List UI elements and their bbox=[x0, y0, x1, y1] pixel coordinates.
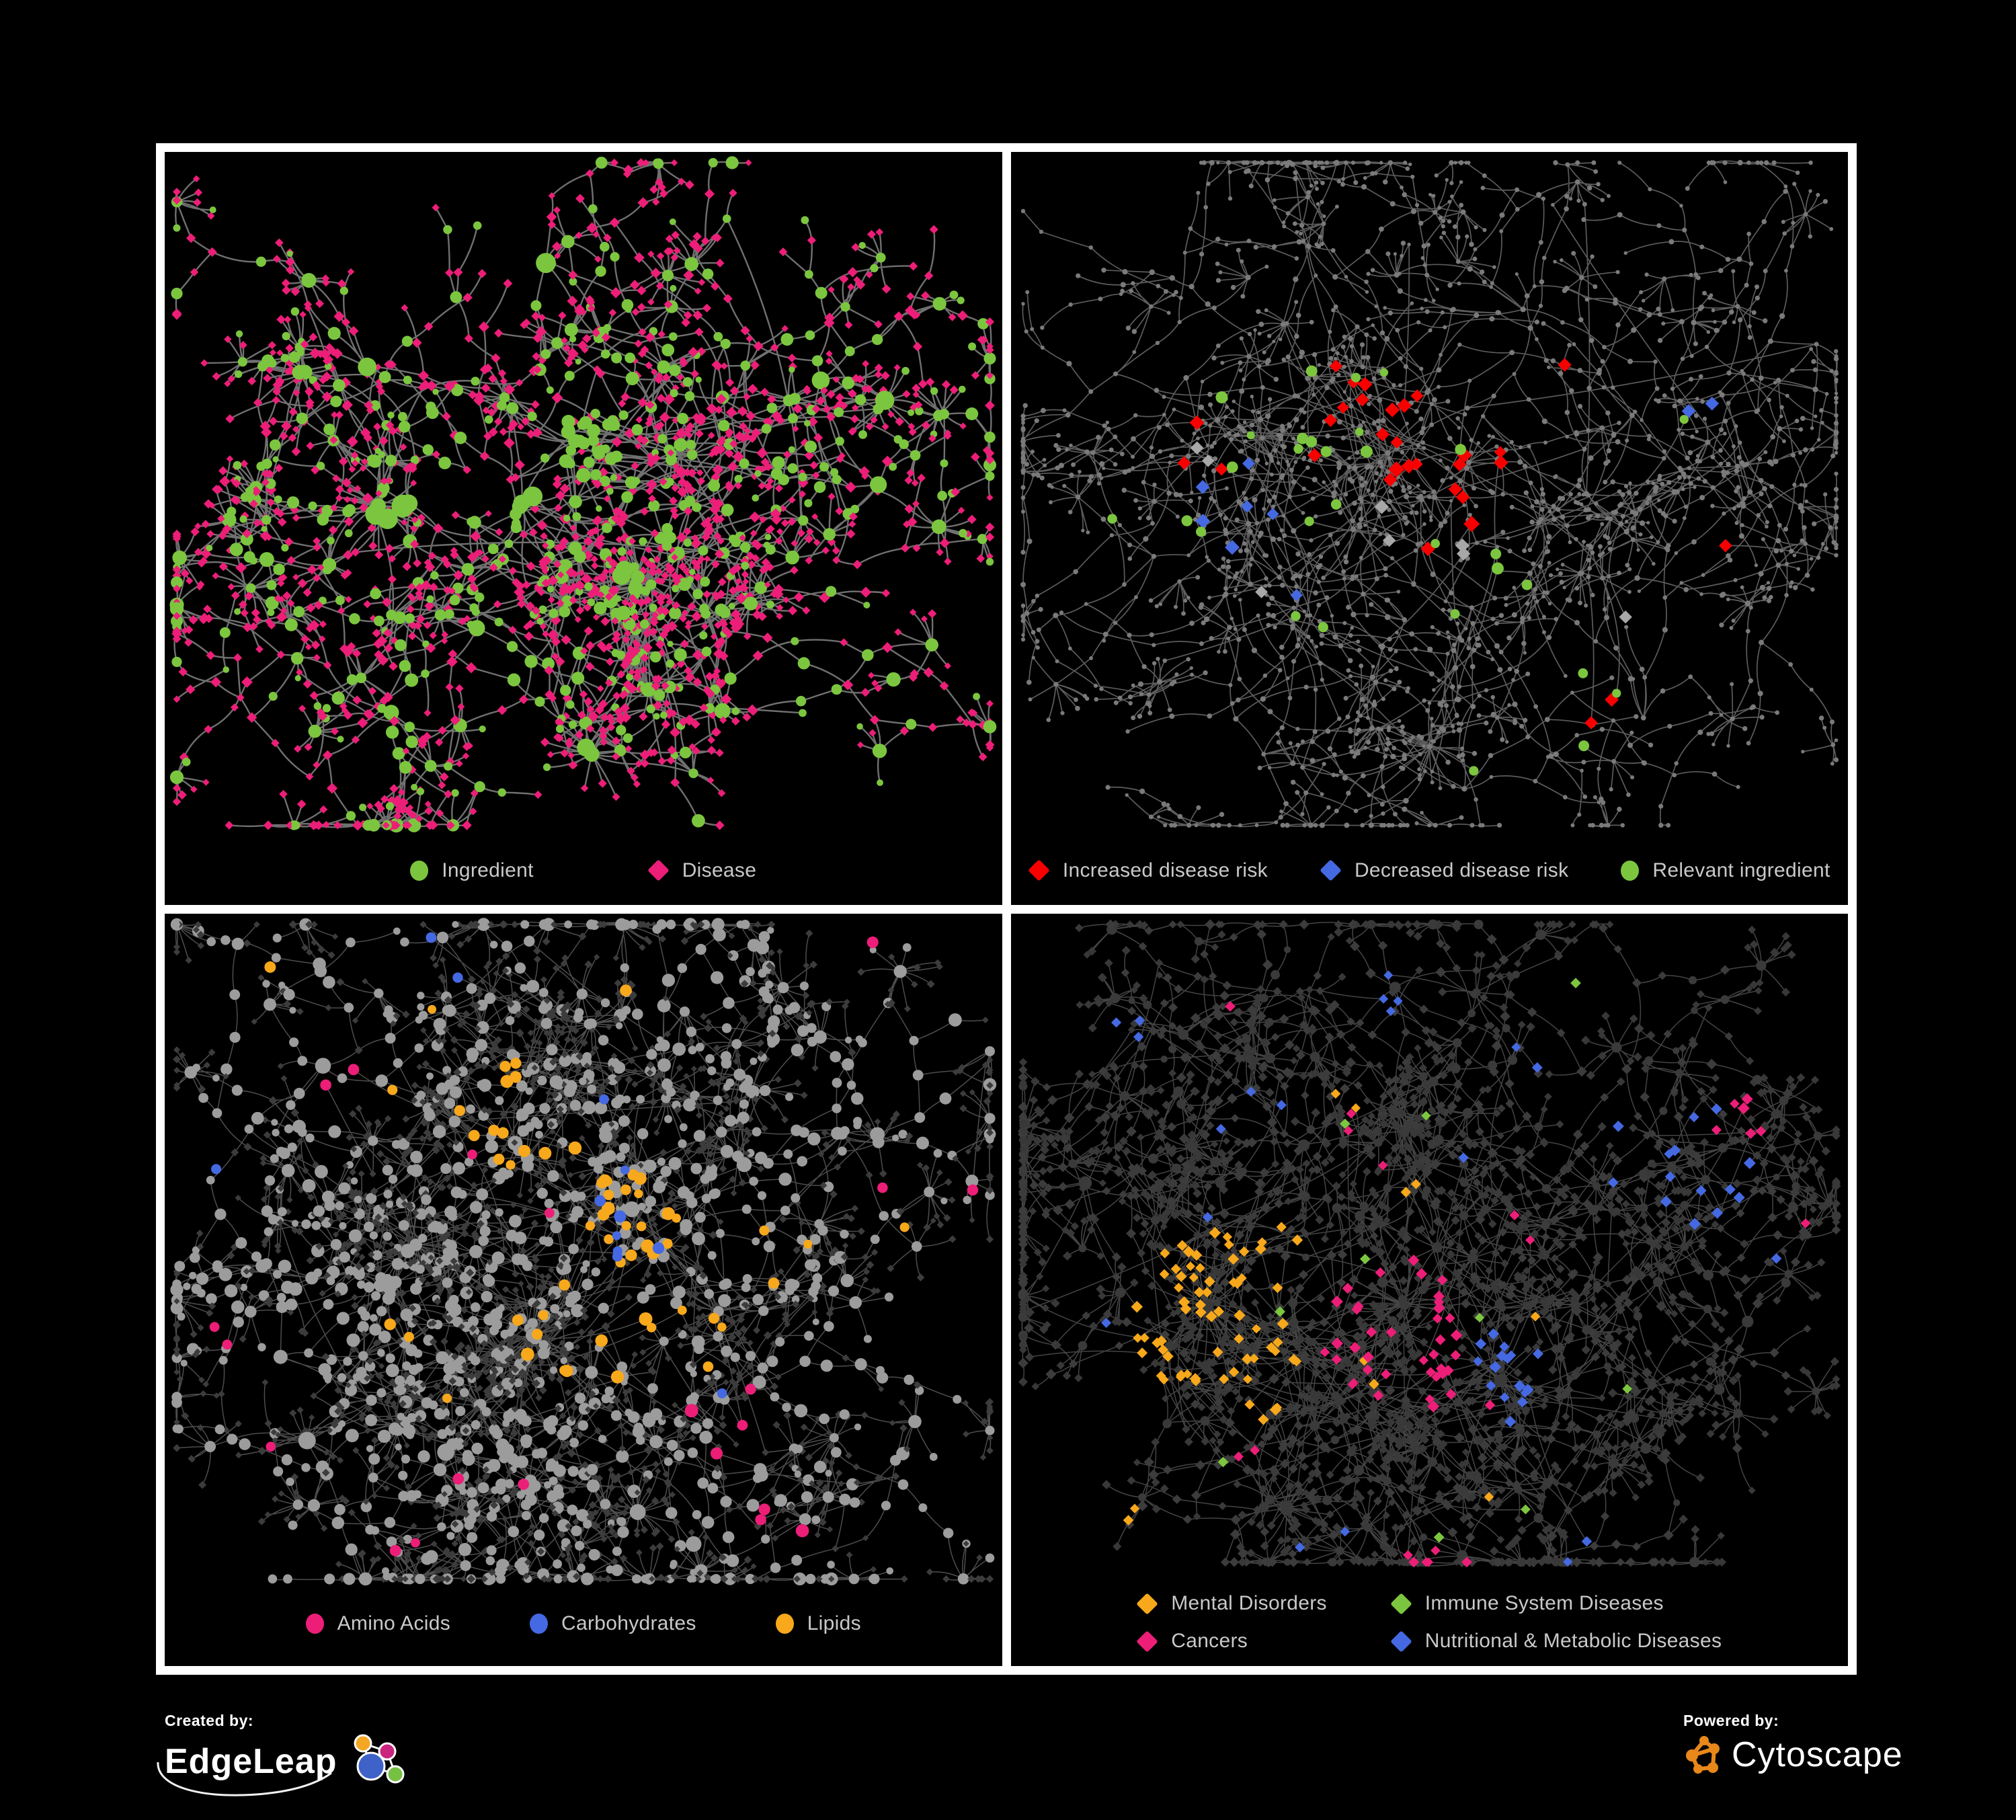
legend-item-disease-risk-0: Increased disease risk bbox=[1028, 859, 1268, 882]
circle-marker-icon bbox=[305, 1614, 324, 1634]
panel-ingredient-disease: Ingredient Disease bbox=[165, 152, 1002, 905]
legend-label: Increased disease risk bbox=[1062, 859, 1268, 881]
cytoscape-wordmark: Cytoscape bbox=[1732, 1735, 1903, 1774]
legend-item-nutrient-classes-1: Carbohydrates bbox=[530, 1612, 696, 1635]
legend-item-disease-risk-2: Relevant ingredient bbox=[1621, 859, 1830, 882]
powered-by-label: Powered by: bbox=[1683, 1712, 1779, 1729]
legend-label: Decreased disease risk bbox=[1354, 859, 1569, 881]
circle-marker-icon bbox=[530, 1614, 548, 1634]
legend-label: Disease bbox=[682, 859, 757, 881]
legend-item-ingredient-disease-1: Disease bbox=[647, 859, 757, 882]
legend-disease-categories: Mental Disorders Immune System Diseases Ca… bbox=[1136, 1592, 1722, 1653]
legend-item-disease-categories-1: Immune System Diseases bbox=[1390, 1592, 1722, 1615]
circle-marker-icon bbox=[410, 860, 429, 881]
figure-frame: Ingredient Disease Increased disease risk… bbox=[156, 143, 1857, 1675]
legend-item-nutrient-classes-0: Amino Acids bbox=[305, 1612, 450, 1635]
legend-label: Cancers bbox=[1171, 1630, 1248, 1652]
legend-label: Mental Disorders bbox=[1171, 1592, 1327, 1614]
legend-label: Lipids bbox=[807, 1612, 861, 1634]
diamond-marker-icon bbox=[647, 859, 670, 881]
diamond-marker-icon bbox=[1390, 1592, 1412, 1615]
circle-marker-icon bbox=[1621, 860, 1640, 881]
legend-item-disease-categories-0: Mental Disorders bbox=[1136, 1592, 1327, 1615]
legend-label: Relevant ingredient bbox=[1652, 859, 1830, 881]
legend-item-disease-categories-2: Cancers bbox=[1136, 1630, 1327, 1653]
legend-label: Nutritional & Metabolic Diseases bbox=[1424, 1630, 1722, 1652]
legend-label: Immune System Diseases bbox=[1424, 1592, 1664, 1614]
diamond-marker-icon bbox=[1320, 859, 1342, 881]
legend-disease-risk: Increased disease risk Decreased disease … bbox=[1011, 859, 1849, 882]
diamond-marker-icon bbox=[1136, 1592, 1159, 1615]
cytoscape-credit: Powered by: Cytoscape bbox=[1683, 1712, 1903, 1776]
legend-nutrient-classes: Amino Acids Carbohydrates Lipids bbox=[165, 1612, 1002, 1635]
edgeleap-credit: Created by: EdgeLeap bbox=[157, 1712, 410, 1796]
network-disease-risk bbox=[1020, 159, 1839, 828]
diamond-marker-icon bbox=[1136, 1630, 1159, 1653]
edgeleap-logo-icon bbox=[354, 1734, 404, 1784]
panel-nutrient-classes: Amino Acids Carbohydrates Lipids bbox=[165, 913, 1002, 1666]
legend-item-disease-risk-1: Decreased disease risk bbox=[1320, 859, 1568, 882]
legend-label: Ingredient bbox=[442, 859, 534, 881]
legend-item-disease-categories-3: Nutritional & Metabolic Diseases bbox=[1390, 1630, 1722, 1653]
diamond-marker-icon bbox=[1028, 859, 1050, 881]
panel-disease-categories: Mental Disorders Immune System Diseases Ca… bbox=[1010, 913, 1848, 1666]
network-nutrient-classes bbox=[170, 917, 997, 1585]
circle-marker-icon bbox=[775, 1614, 794, 1634]
panel-disease-risk: Increased disease risk Decreased disease … bbox=[1010, 152, 1849, 905]
cytoscape-icon bbox=[1686, 1736, 1720, 1774]
legend-label: Amino Acids bbox=[337, 1612, 450, 1634]
network-disease-categories bbox=[1017, 918, 1841, 1567]
legend-item-ingredient-disease-0: Ingredient bbox=[410, 859, 533, 882]
legend-item-nutrient-classes-2: Lipids bbox=[775, 1612, 861, 1635]
created-by-label: Created by: bbox=[165, 1712, 254, 1729]
diamond-marker-icon bbox=[1390, 1630, 1412, 1653]
edgeleap-wordmark: EdgeLeap bbox=[165, 1742, 337, 1781]
legend-ingredient-disease: Ingredient Disease bbox=[165, 859, 1002, 882]
legend-label: Carbohydrates bbox=[561, 1612, 696, 1634]
network-ingredient-disease bbox=[169, 156, 997, 833]
